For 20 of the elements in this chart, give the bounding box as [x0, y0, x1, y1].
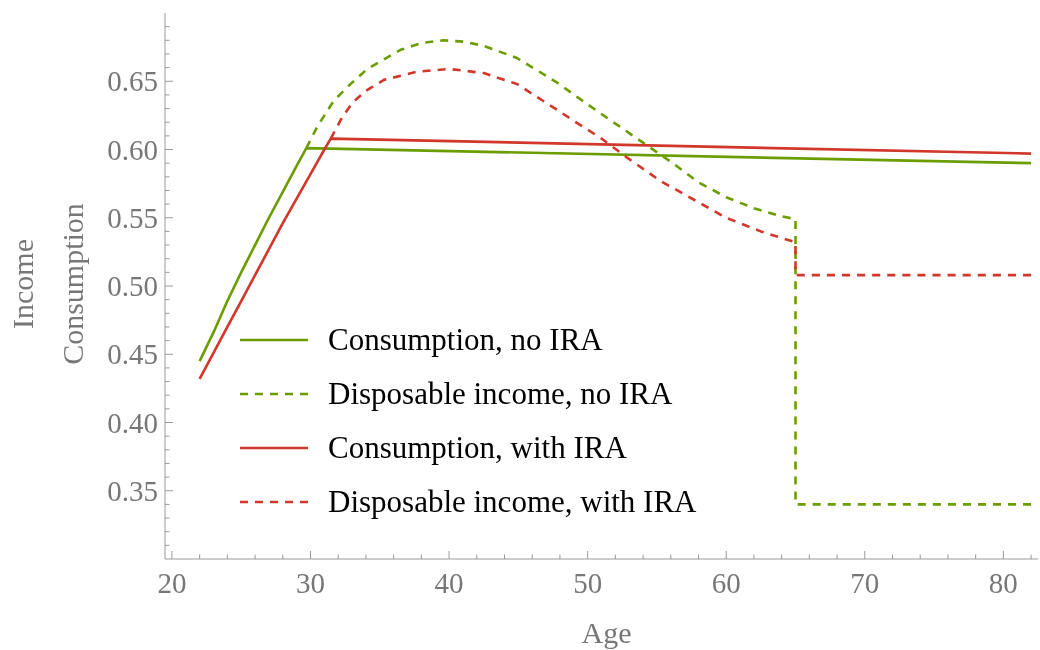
y-tick-label: 0.40: [107, 406, 158, 439]
legend-label: Consumption, with IRA: [328, 430, 627, 466]
y-axis-title: Income Consumption: [6, 203, 89, 365]
x-tick-label: 60: [711, 567, 741, 599]
legend-label: Consumption, no IRA: [328, 322, 603, 358]
x-axis-title: Age: [581, 616, 632, 649]
y-tick-label: 0.50: [107, 270, 158, 302]
legend-label: Disposable income, with IRA: [328, 484, 697, 520]
x-tick-label: 40: [434, 567, 464, 599]
y-tick-label: 0.60: [107, 133, 158, 166]
y-tick-label: 0.45: [107, 338, 158, 371]
x-tick-label: 80: [988, 567, 1018, 599]
y-tick-label: 0.65: [107, 65, 158, 98]
x-tick-label: 20: [157, 567, 187, 599]
x-tick-label: 50: [573, 567, 603, 599]
legend-label: Disposable income, no IRA: [328, 376, 673, 412]
x-tick-label: 30: [296, 567, 325, 599]
x-tick-label: 70: [850, 567, 880, 599]
y-tick-label: 0.35: [107, 474, 158, 507]
y-tick-label: 0.55: [107, 201, 158, 234]
